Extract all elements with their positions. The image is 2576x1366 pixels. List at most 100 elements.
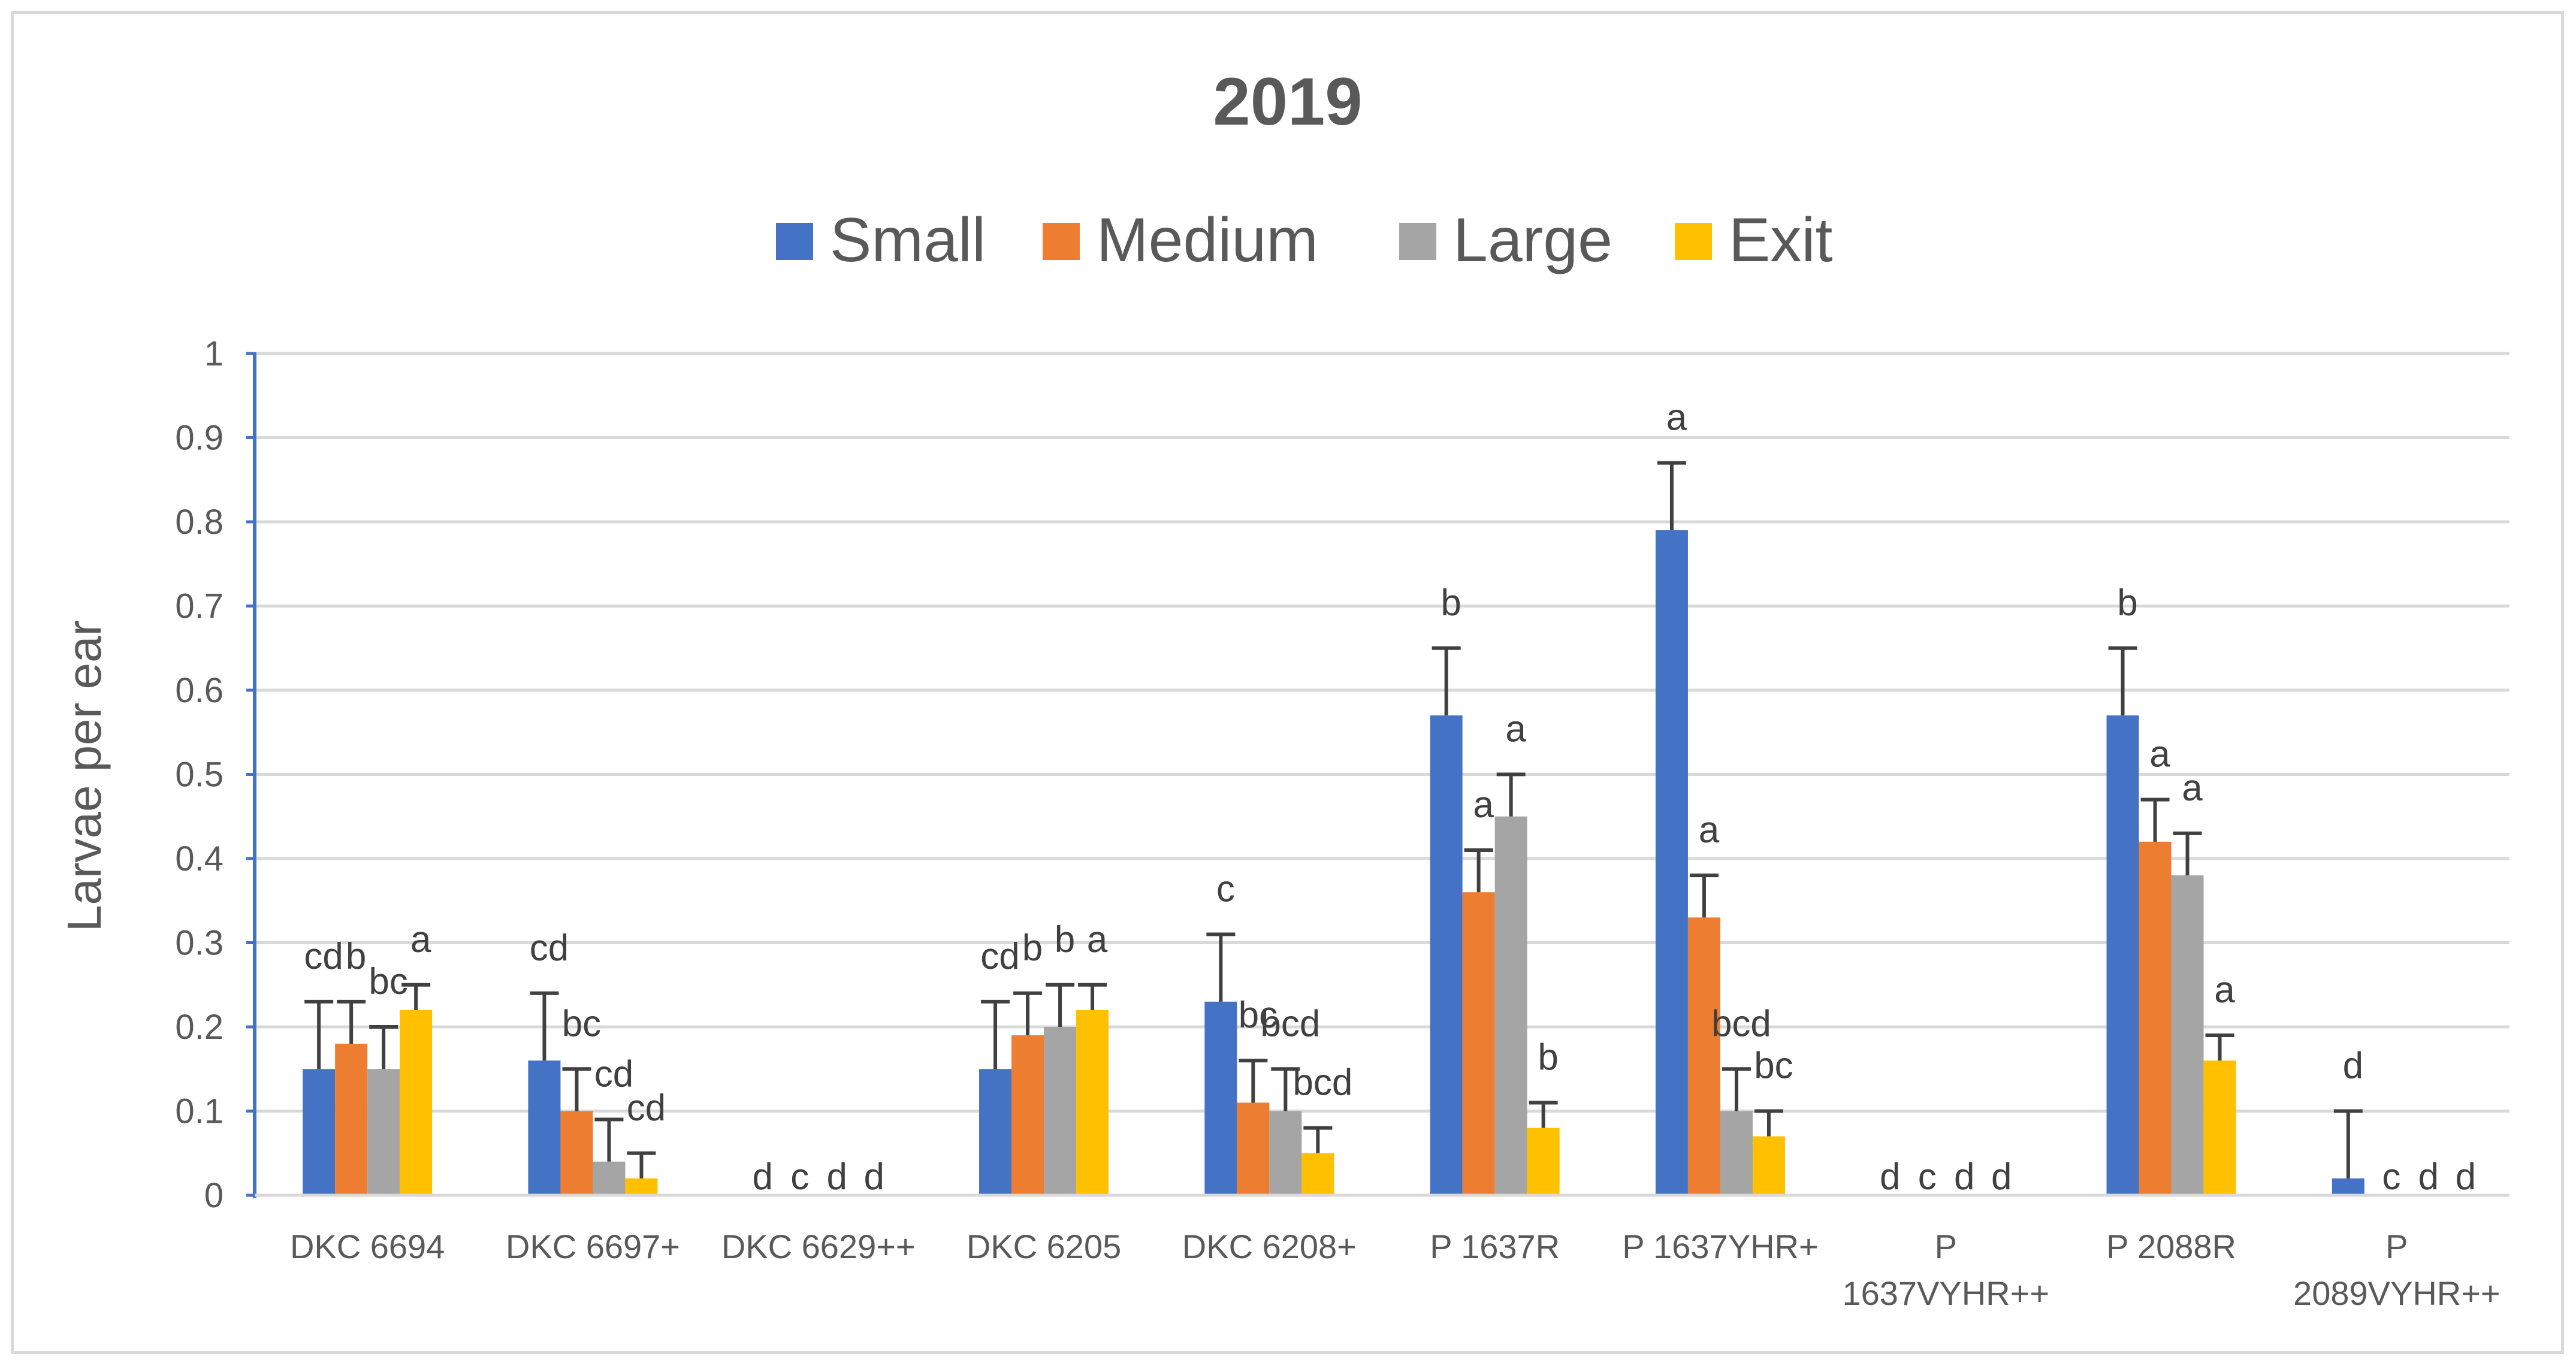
category-label: P 2088R: [2106, 1228, 2236, 1265]
significance-letter: b: [346, 936, 366, 977]
legend: Small Medium Large Exit: [776, 205, 1832, 275]
significance-letter: a: [1699, 809, 1720, 851]
bar-small: [528, 1060, 561, 1195]
bar-small: [1655, 530, 1688, 1195]
category-label: 1637VYHR++: [1842, 1274, 2049, 1312]
y-axis-label: Larvae per ear: [58, 620, 111, 932]
significance-letter: d: [864, 1156, 884, 1198]
y-tick-label: 0.3: [175, 924, 224, 963]
bar-large: [367, 1069, 400, 1195]
significance-letter: b: [2117, 582, 2137, 624]
bar-large: [1269, 1111, 1302, 1195]
category-label: 2089VYHR++: [2293, 1274, 2500, 1312]
bar-small: [1204, 1001, 1237, 1195]
y-tick-label: 0.8: [175, 503, 224, 542]
y-axis-ticks: 0 0.1 0.2 0.3 0.4 0.5 0.6 0.7 0.8 0.9 1: [175, 334, 255, 1215]
bar-large: [2171, 875, 2204, 1195]
significance-letter: d: [1880, 1156, 1900, 1198]
bar-small: [979, 1069, 1012, 1195]
bar-medium: [1687, 917, 1720, 1195]
significance-letter: c: [1216, 868, 1235, 909]
bar-exit: [400, 1010, 433, 1195]
significance-letter: d: [2456, 1156, 2476, 1198]
bars: [303, 530, 2364, 1195]
significance-letter: bc: [369, 961, 407, 1002]
y-tick-label: 0.5: [175, 755, 224, 794]
bar-small: [2106, 715, 2139, 1195]
y-tick-label: 0.9: [175, 419, 224, 458]
y-tick-label: 0: [204, 1176, 224, 1215]
bar-small: [303, 1069, 336, 1195]
bar-medium: [1462, 892, 1495, 1195]
significance-letter: a: [2182, 767, 2203, 809]
bar-large: [1494, 816, 1527, 1195]
significance-letter: a: [2214, 969, 2235, 1011]
significance-letter: c: [790, 1156, 809, 1198]
bar-large: [1044, 1027, 1077, 1195]
y-tick-label: 0.2: [175, 1008, 224, 1047]
category-label: DKC 6694: [290, 1228, 445, 1265]
y-tick-label: 1: [204, 334, 224, 373]
category-label: DKC 6629++: [721, 1228, 916, 1265]
significance-letter: c: [2382, 1156, 2400, 1198]
significance-letter: bc: [1239, 995, 1278, 1036]
bar-exit: [2203, 1060, 2236, 1195]
significance-letter: bcd: [1292, 1062, 1352, 1104]
bar-exit: [1076, 1010, 1109, 1195]
bar-large: [1720, 1111, 1753, 1195]
significance-letter: d: [753, 1156, 773, 1198]
category-label: DKC 6697+: [506, 1228, 680, 1265]
category-label: DKC 6208+: [1182, 1228, 1357, 1265]
bar-exit: [1301, 1153, 1334, 1195]
legend-swatch-exit: [1675, 223, 1712, 260]
legend-swatch-large: [1399, 223, 1436, 260]
legend-label-small: Small: [830, 205, 986, 275]
significance-letter: cd: [530, 927, 569, 969]
error-bars: [304, 461, 2363, 1178]
significance-letter: a: [1087, 919, 1108, 960]
significance-letter: b: [1055, 919, 1075, 960]
significance-letter: a: [2149, 734, 2170, 775]
bar-medium: [560, 1111, 593, 1195]
bar-medium: [2139, 841, 2172, 1195]
category-label: DKC 6205: [967, 1228, 1121, 1265]
significance-letter: bc: [562, 1003, 601, 1044]
significance-letter: c: [1918, 1156, 1937, 1198]
legend-label-exit: Exit: [1729, 205, 1832, 275]
significance-letter: cd: [304, 936, 343, 977]
category-label: P 1637R: [1430, 1228, 1560, 1265]
bar-small: [1430, 715, 1463, 1195]
significance-letter: cd: [980, 936, 1019, 977]
y-tick-label: 0.6: [175, 671, 224, 710]
y-tick-label: 0.1: [175, 1092, 224, 1131]
chart-title: 2019: [1213, 64, 1362, 139]
x-axis-categories: DKC 6694 DKC 6697+ DKC 6629++ DKC 6205 DKC 6…: [290, 1228, 2500, 1312]
significance-letter: cd: [594, 1054, 633, 1095]
category-label: P 1637YHR+: [1622, 1228, 1818, 1265]
legend-swatch-small: [776, 223, 813, 260]
significance-letter: cd: [627, 1087, 666, 1129]
significance-letter: d: [2418, 1156, 2439, 1198]
y-tick-label: 0.4: [175, 839, 224, 878]
category-label: P: [2385, 1228, 2408, 1265]
significance-letter: d: [827, 1156, 847, 1198]
significance-letter: bcd: [1711, 1003, 1771, 1044]
significance-letter: a: [1666, 397, 1687, 439]
significance-letter: a: [410, 919, 431, 960]
significance-letter: a: [1473, 784, 1494, 826]
legend-swatch-medium: [1043, 223, 1080, 260]
bar-exit: [1752, 1136, 1785, 1195]
bar-medium: [335, 1044, 368, 1195]
bar-large: [593, 1161, 626, 1195]
significance-letter: d: [1991, 1156, 2012, 1198]
significance-letter: d: [2343, 1045, 2363, 1087]
bar-small: [2332, 1178, 2364, 1195]
significance-letter: b: [1440, 582, 1461, 624]
significance-letter: b: [1022, 927, 1043, 969]
category-label: P: [1935, 1228, 1957, 1265]
significance-letter: bcd: [1260, 1003, 1320, 1044]
significance-letter: b: [1538, 1036, 1558, 1078]
bar-medium: [1237, 1102, 1270, 1195]
